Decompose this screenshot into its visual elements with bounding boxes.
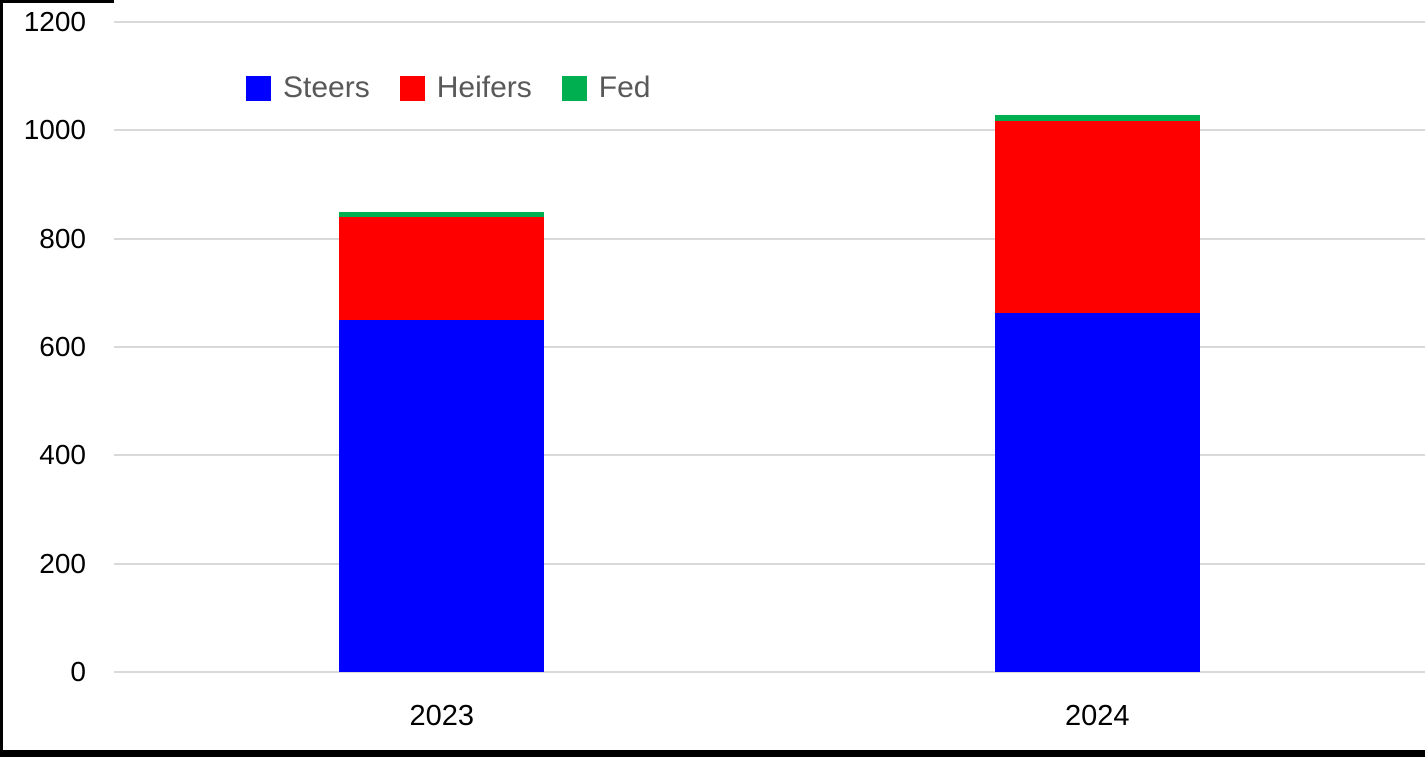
legend-label-heifers: Heifers — [436, 71, 532, 104]
legend-item-heifers: Heifers — [399, 71, 532, 104]
legend-label-steers: Steers — [283, 71, 370, 104]
y-tick-label-400: 400 — [39, 439, 86, 471]
y-tick-label-800: 800 — [39, 222, 86, 254]
legend: Steers Heifers Fed — [246, 73, 650, 103]
legend-swatch-heifers — [399, 75, 425, 101]
legend-swatch-steers — [246, 75, 271, 101]
gridline-800 — [114, 237, 1425, 240]
legend-label-fed: Fed — [598, 71, 651, 104]
bar-2024-fed — [994, 115, 1200, 121]
gridline-400 — [114, 454, 1425, 457]
bar-2023-fed — [339, 211, 545, 217]
y-tick-label-200: 200 — [39, 547, 86, 579]
bar-2023-steers — [339, 319, 545, 672]
y-tick-label-600: 600 — [39, 331, 86, 362]
gridline-0 — [114, 671, 1425, 673]
y-tick-label-1200: 1200 — [23, 6, 86, 37]
gridline-1200 — [114, 21, 1425, 23]
y-tick-label-0: 0 — [70, 656, 86, 687]
bottom-border — [0, 750, 1425, 757]
bar-2024-steers — [994, 312, 1200, 672]
top-left-border-segment — [0, 0, 114, 3]
gridline-1000 — [114, 129, 1425, 132]
bar-2023-heifers — [339, 217, 545, 320]
y-tick-label-1000: 1000 — [23, 114, 86, 146]
legend-item-steers: Steers — [246, 73, 370, 103]
legend-swatch-fed — [561, 75, 587, 101]
x-tick-label-2024: 2024 — [1064, 700, 1130, 732]
gridline-200 — [114, 562, 1425, 565]
legend-item-fed: Fed — [561, 71, 651, 104]
left-border — [0, 0, 3, 757]
x-tick-label-2023: 2023 — [409, 700, 474, 732]
gridline-600 — [114, 346, 1425, 348]
bar-2024-heifers — [994, 120, 1200, 313]
